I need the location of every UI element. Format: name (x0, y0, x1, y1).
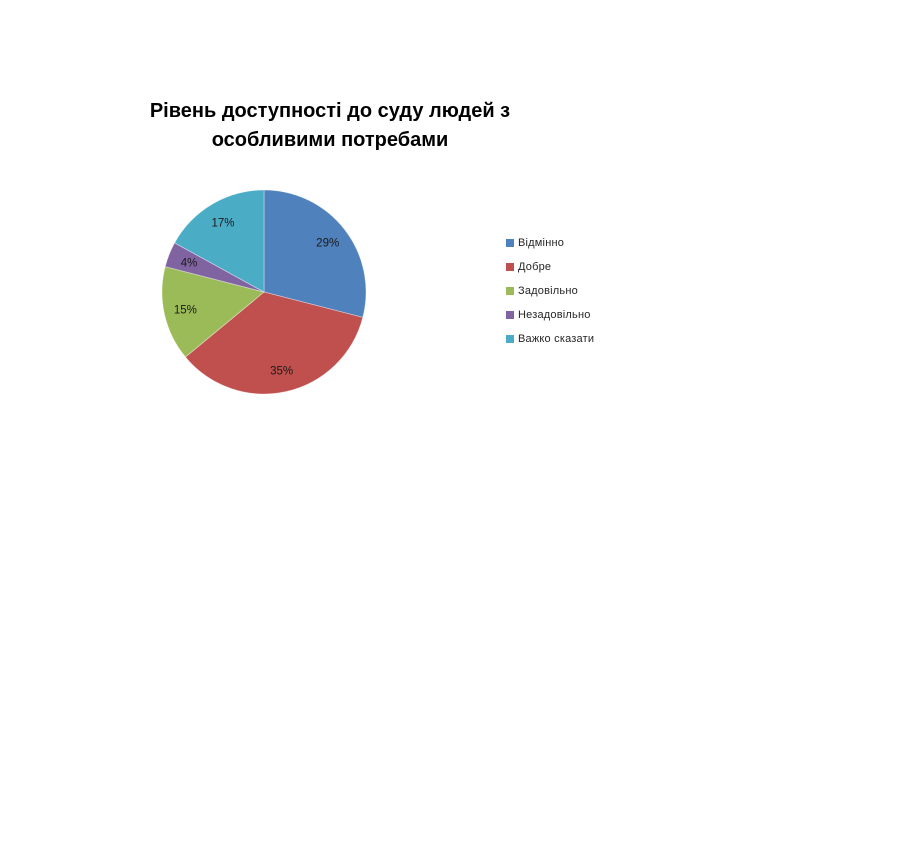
pie-data-label: 4% (181, 257, 198, 269)
legend-label: Важко сказати (518, 333, 595, 345)
chart-title-line-2: особливими потребами (211, 129, 449, 151)
legend-item: Важко сказати (506, 332, 594, 346)
legend-swatch-icon (506, 335, 514, 343)
legend-swatch-icon (506, 263, 514, 271)
legend-label: Добре (518, 261, 552, 273)
legend-label: Незадовільно (518, 309, 591, 321)
legend-item: Незадовільно (506, 308, 594, 322)
pie-chart: 29% 35% 15% 4% 17% (161, 189, 367, 395)
pie-data-label: 15% (174, 305, 197, 317)
pie-slice-Незадовільно (164, 242, 265, 293)
pie-data-label: 17% (211, 218, 234, 230)
legend-item: Добре (506, 260, 594, 274)
pie-slice-Важко сказати (174, 189, 265, 293)
legend-label: Відмінно (518, 237, 565, 249)
chart-title-line-1: Рівень доступності до суду людей з (149, 100, 511, 122)
pie-data-label: 29% (316, 238, 339, 250)
legend-swatch-icon (506, 311, 514, 319)
legend-item: Відмінно (506, 236, 594, 250)
legend-swatch-icon (506, 287, 514, 295)
pie-slice-Добре (184, 291, 364, 395)
chart-legend: Відмінно Добре Задовільно Незадовільно Важко… (506, 236, 594, 356)
chart-title: Рівень доступності до суду людей з особл… (130, 97, 530, 155)
legend-swatch-icon (506, 239, 514, 247)
pie-data-label: 35% (270, 366, 293, 378)
legend-label: Задовільно (518, 285, 578, 297)
legend-item: Задовільно (506, 284, 594, 298)
pie-slice-Відмінно (263, 189, 367, 318)
pie-slice-Задовільно (161, 266, 265, 358)
